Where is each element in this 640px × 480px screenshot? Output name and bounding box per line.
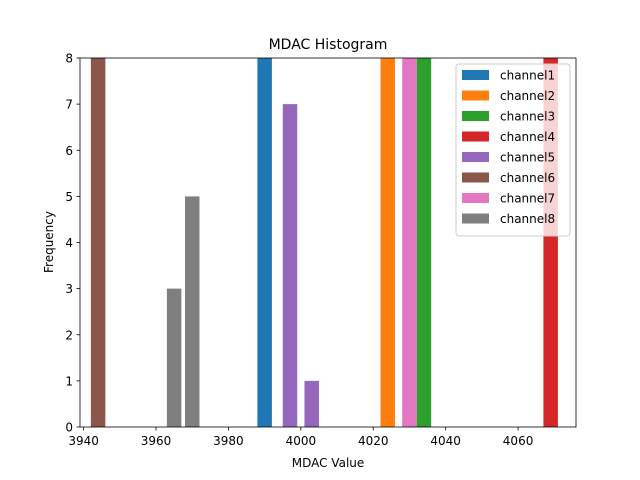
bar-channel5-0 [283, 104, 297, 427]
x-tick-label: 3940 [68, 434, 99, 448]
x-axis-label: MDAC Value [292, 456, 365, 470]
x-tick-label: 3960 [141, 434, 172, 448]
chart-title: MDAC Histogram [269, 37, 388, 53]
y-tick-label: 4 [65, 236, 73, 250]
y-tick-label: 8 [65, 52, 73, 66]
legend-swatch-channel1 [462, 70, 489, 80]
y-tick-label: 5 [65, 190, 73, 204]
legend-swatch-channel6 [462, 173, 489, 183]
bar-channel8-1 [185, 196, 199, 427]
bar-channel2-0 [380, 58, 394, 427]
y-tick-label: 2 [65, 328, 73, 342]
legend-label-channel8: channel8 [500, 212, 555, 226]
legend: channel1 channel2 channel3 channel4 channel5… [456, 64, 570, 236]
bar-channel8-0 [167, 289, 181, 427]
legend-swatch-channel4 [462, 132, 489, 142]
legend-swatch-channel2 [462, 91, 489, 101]
y-axis-label: Frequency [42, 211, 56, 273]
y-tick-label: 7 [65, 98, 73, 112]
legend-swatch-channel3 [462, 111, 489, 121]
x-tick-label: 4060 [503, 434, 534, 448]
x-tick-label: 4040 [430, 434, 461, 448]
x-tick-label: 4000 [286, 434, 317, 448]
legend-swatch-channel5 [462, 152, 489, 162]
legend-label-channel1: channel1 [500, 69, 555, 83]
y-tick-label: 0 [65, 421, 73, 435]
bar-channel1-0 [257, 58, 271, 427]
legend-swatch-channel8 [462, 214, 489, 224]
bar-channel3-0 [417, 58, 431, 427]
bar-channel7-0 [402, 58, 416, 427]
histogram-chart: MDAC Histogram 3940 3960 3980 4000 4020 4040 4… [0, 0, 640, 480]
bar-channel5-1 [304, 381, 318, 427]
x-tick-label: 4020 [358, 434, 389, 448]
legend-label-channel3: channel3 [500, 110, 555, 124]
y-tick-label: 6 [65, 144, 73, 158]
legend-label-channel7: channel7 [500, 192, 555, 206]
legend-label-channel6: channel6 [500, 171, 555, 185]
legend-label-channel2: channel2 [500, 89, 555, 103]
x-tick-label: 3980 [213, 434, 244, 448]
legend-label-channel5: channel5 [500, 151, 555, 165]
y-tick-label: 1 [65, 374, 73, 388]
y-tick-label: 3 [65, 282, 73, 296]
legend-label-channel4: channel4 [500, 130, 555, 144]
legend-swatch-channel7 [462, 193, 489, 203]
bar-channel6-0 [91, 58, 105, 427]
